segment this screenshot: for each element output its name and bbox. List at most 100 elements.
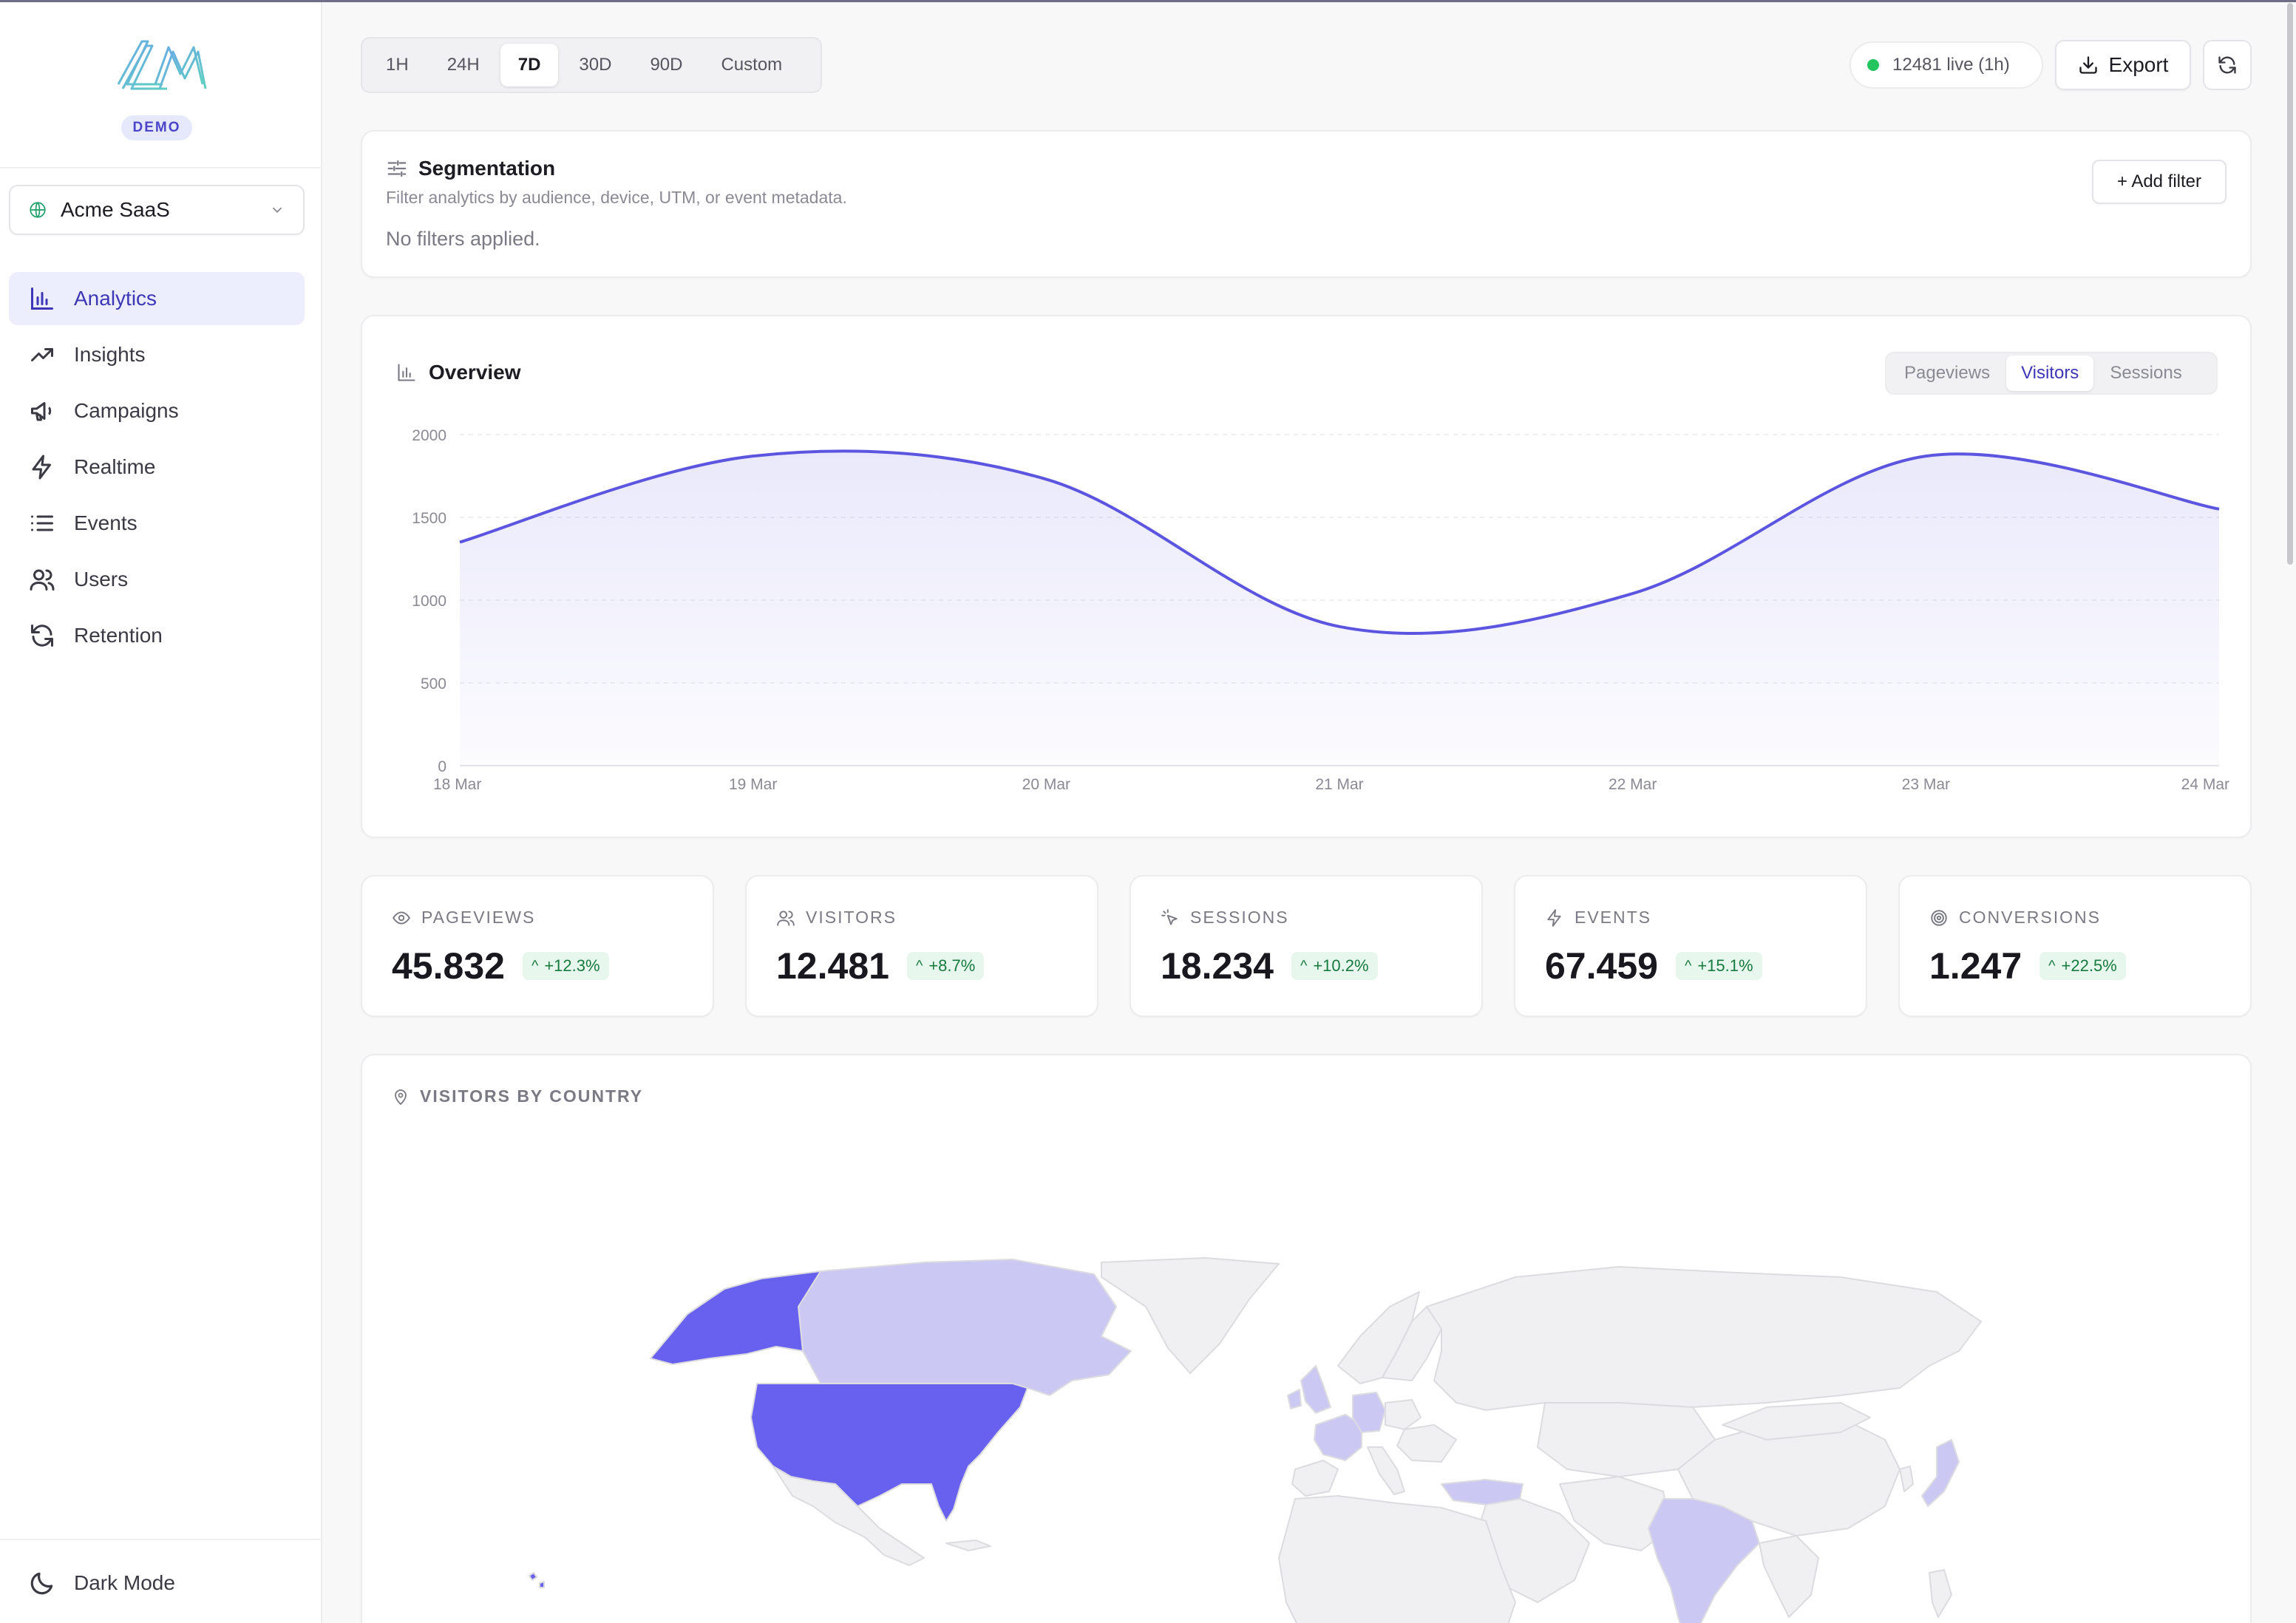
refresh-icon bbox=[28, 622, 56, 650]
country-southeast-asia bbox=[1759, 1535, 1819, 1618]
x-tick-label: 24 Mar bbox=[2181, 776, 2229, 793]
stat-delta-badge: ^ +8.7% bbox=[906, 952, 985, 980]
x-tick-label: 18 Mar bbox=[433, 776, 481, 793]
dark-mode-toggle[interactable]: Dark Mode bbox=[9, 1558, 305, 1608]
dark-mode-label: Dark Mode bbox=[74, 1571, 175, 1594]
stat-card-conversions[interactable]: CONVERSIONS 1.247 ^ +22.5% bbox=[1898, 875, 2252, 1017]
overview-title: Overview bbox=[396, 361, 521, 384]
page-scrollbar[interactable] bbox=[2287, 3, 2293, 565]
sidebar-item-users[interactable]: Users bbox=[9, 553, 305, 606]
range-24h[interactable]: 24H bbox=[446, 55, 480, 75]
country-france bbox=[1314, 1414, 1362, 1461]
overview-chart: 0 500 1000 1500 2000 18 Mar 19 Mar 20 Mar 21 Mar… bbox=[412, 427, 2229, 793]
country-germany bbox=[1352, 1392, 1386, 1433]
stat-header: VISITORS bbox=[776, 908, 897, 928]
stat-card-pageviews[interactable]: PAGEVIEWS 45.832 ^ +12.3% bbox=[361, 875, 714, 1017]
tab-sessions[interactable]: Sessions bbox=[2110, 363, 2182, 383]
stat-card-sessions[interactable]: SESSIONS 18.234 ^ +10.2% bbox=[1130, 875, 1483, 1017]
country-mexico bbox=[772, 1466, 925, 1566]
refresh-icon bbox=[2218, 56, 2236, 74]
moon-icon bbox=[30, 1572, 53, 1595]
stat-delta-badge: ^ +22.5% bbox=[2039, 952, 2126, 980]
range-1h[interactable]: 1H bbox=[386, 55, 409, 75]
site-selector-value: Acme SaaS bbox=[61, 198, 170, 221]
range-custom[interactable]: Custom bbox=[721, 55, 783, 75]
x-tick-label: 23 Mar bbox=[1902, 776, 1950, 793]
stat-delta: +22.5% bbox=[2061, 956, 2117, 975]
users-icon bbox=[777, 910, 795, 926]
series-area bbox=[460, 451, 2219, 766]
y-tick-label: 1500 bbox=[412, 510, 446, 527]
visitors-by-country-card: VISITORS BY COUNTRY bbox=[361, 1054, 2252, 1623]
bar-chart-icon bbox=[28, 285, 56, 313]
brand: DEMO bbox=[0, 30, 322, 148]
sidebar-item-campaigns[interactable]: Campaigns bbox=[9, 384, 305, 438]
sidebar-item-events[interactable]: Events bbox=[9, 497, 305, 550]
y-tick-label: 1000 bbox=[412, 593, 446, 610]
country-russia bbox=[1426, 1266, 1982, 1411]
live-status-dot bbox=[1867, 59, 1879, 71]
chevron-down-icon bbox=[272, 207, 282, 214]
stat-label: CONVERSIONS bbox=[1959, 908, 2101, 927]
range-30d[interactable]: 30D bbox=[579, 55, 612, 75]
x-tick-label: 19 Mar bbox=[729, 776, 777, 793]
site-selector[interactable]: Acme SaaS bbox=[9, 185, 305, 235]
sidebar-item-realtime[interactable]: Realtime bbox=[9, 440, 305, 494]
sidebar-item-label: Users bbox=[74, 568, 129, 591]
stat-header: CONVERSIONS bbox=[1929, 908, 2101, 928]
stat-value-row: 12.481 ^ +8.7% bbox=[776, 945, 985, 987]
country-usa bbox=[750, 1383, 1028, 1522]
segmentation-title: Segmentation bbox=[386, 157, 555, 180]
stat-card-events[interactable]: EVENTS 67.459 ^ +15.1% bbox=[1514, 875, 1867, 1017]
overview-card: Overview Pageviews Visitors Sessions 0 50… bbox=[361, 315, 2252, 838]
arrow-up-icon: ^ bbox=[1684, 957, 1692, 974]
metric-tabs: Pageviews Visitors Sessions bbox=[1885, 352, 2218, 395]
stat-header: EVENTS bbox=[1545, 908, 1651, 928]
map-pin-icon bbox=[395, 1089, 407, 1105]
megaphone-icon bbox=[28, 397, 56, 425]
stat-delta: +8.7% bbox=[928, 956, 976, 975]
stat-label: VISITORS bbox=[806, 908, 897, 927]
series-line bbox=[459, 449, 2220, 636]
country-japan bbox=[1921, 1439, 1960, 1507]
globe-icon bbox=[30, 202, 46, 218]
refresh-button[interactable] bbox=[2203, 40, 2252, 90]
arrow-up-icon: ^ bbox=[2048, 957, 2056, 974]
sidebar-item-label: Events bbox=[74, 511, 137, 534]
country-north-africa bbox=[1278, 1495, 1516, 1623]
logo-icon[interactable] bbox=[111, 35, 207, 95]
add-filter-button[interactable]: + Add filter bbox=[2092, 160, 2227, 204]
range-7d[interactable]: 7D bbox=[500, 44, 559, 86]
overview-title-text: Overview bbox=[429, 361, 521, 384]
sidebar-item-analytics[interactable]: Analytics bbox=[9, 272, 305, 325]
stat-value: 67.459 bbox=[1545, 945, 1658, 987]
arrow-up-icon: ^ bbox=[531, 957, 539, 974]
stat-delta: +10.2% bbox=[1313, 956, 1369, 975]
segmentation-title-text: Segmentation bbox=[418, 157, 556, 180]
live-visitors-badge: 12481 live (1h) bbox=[1850, 41, 2043, 89]
x-tick-label: 21 Mar bbox=[1315, 776, 1363, 793]
sidebar-divider bbox=[0, 1539, 322, 1540]
country-mongolia bbox=[1722, 1402, 1871, 1440]
stat-card-visitors[interactable]: VISITORS 12.481 ^ +8.7% bbox=[745, 875, 1098, 1017]
range-90d[interactable]: 90D bbox=[650, 55, 683, 75]
stat-value: 18.234 bbox=[1161, 945, 1274, 987]
stat-value-row: 45.832 ^ +12.3% bbox=[392, 945, 609, 987]
trending-up-icon bbox=[28, 341, 56, 369]
world-map[interactable] bbox=[362, 1055, 2250, 1623]
sidebar-item-retention[interactable]: Retention bbox=[9, 609, 305, 662]
export-button[interactable]: Export bbox=[2055, 40, 2191, 90]
stat-delta: +12.3% bbox=[544, 956, 600, 975]
sliders-icon bbox=[387, 160, 407, 177]
map-title-text: VISITORS BY COUNTRY bbox=[420, 1086, 644, 1106]
map-title: VISITORS BY COUNTRY bbox=[392, 1086, 643, 1106]
segmentation-card: Segmentation Filter analytics by audienc… bbox=[361, 130, 2252, 278]
tab-visitors[interactable]: Visitors bbox=[2006, 355, 2094, 391]
stat-value: 12.481 bbox=[776, 945, 889, 987]
country-hawaii bbox=[529, 1572, 545, 1588]
sidebar-item-insights[interactable]: Insights bbox=[9, 328, 305, 381]
sidebar-item-label: Insights bbox=[74, 343, 146, 366]
live-visitors-text: 12481 live (1h) bbox=[1892, 55, 2010, 75]
tab-pageviews[interactable]: Pageviews bbox=[1904, 363, 1991, 383]
sidebar-nav: Analytics Insights Campaigns Realtime Ev… bbox=[9, 272, 305, 665]
